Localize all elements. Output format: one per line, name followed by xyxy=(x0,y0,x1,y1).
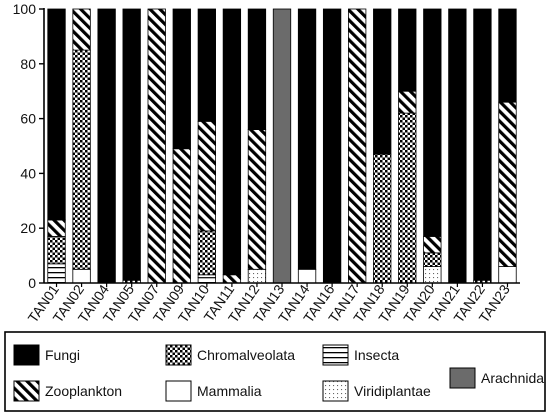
bar-segment-tan12-fungi xyxy=(247,8,267,130)
bar-tan23 xyxy=(498,8,517,284)
bar-segment-tan23-mammalia xyxy=(498,266,517,284)
bar-tan11 xyxy=(222,8,242,284)
bar-segment-tan07-zooplankton xyxy=(147,8,166,284)
bar-tan18 xyxy=(373,8,392,284)
bar-segment-tan01-zooplankton xyxy=(47,219,66,237)
bar-segment-tan01-chromalveolata xyxy=(47,236,66,265)
bar-segment-tan10-fungi xyxy=(197,8,216,122)
bar-segment-tan20-viridiplantae xyxy=(423,266,442,284)
bar-tan22 xyxy=(473,8,492,284)
y-tick-label-60: 60 xyxy=(20,111,36,127)
bar-segment-tan23-zooplankton xyxy=(498,101,517,267)
bar-segment-tan20-chromalveolata xyxy=(423,252,442,267)
bars-group xyxy=(47,8,517,284)
bar-segment-tan17-zooplankton xyxy=(348,8,367,284)
bar-tan01 xyxy=(47,8,66,284)
bar-segment-tan10-mammalia xyxy=(197,274,216,278)
bar-segment-tan19-zooplankton xyxy=(398,90,417,114)
bar-segment-tan10-insecta xyxy=(197,277,216,284)
bar-segment-tan14-mammalia xyxy=(297,268,317,284)
bar-segment-tan23-fungi xyxy=(498,8,517,103)
bar-segment-tan11-fungi xyxy=(222,8,242,276)
legend-label-insecta: Insecta xyxy=(354,347,399,363)
bar-segment-tan10-zooplankton xyxy=(197,120,216,232)
bar-tan02 xyxy=(72,8,91,284)
bar-segment-tan20-fungi xyxy=(423,8,442,237)
bar-segment-tan21-fungi xyxy=(448,8,467,284)
bar-segment-tan11-zooplankton xyxy=(222,274,242,284)
bar-segment-tan04-fungi xyxy=(97,8,116,284)
bar-segment-tan01-insecta xyxy=(47,263,66,284)
legend-swatch-insecta xyxy=(322,344,349,366)
legend-label-mammalia: Mammalia xyxy=(197,383,262,399)
bar-tan13 xyxy=(272,8,292,284)
legend-swatch-zooplankton xyxy=(13,380,40,402)
bar-tan09 xyxy=(172,8,191,284)
bar-tan19 xyxy=(398,8,417,284)
legend-label-chromalveolata: Chromalveolata xyxy=(197,347,295,363)
y-tick-label-0: 0 xyxy=(28,275,36,291)
bar-segment-tan02-chromalveolata xyxy=(72,49,91,270)
bar-tan04 xyxy=(97,8,116,284)
bar-segment-tan20-zooplankton xyxy=(423,236,442,254)
bar-segment-tan12-zooplankton xyxy=(247,129,267,270)
legend-swatch-fungi xyxy=(13,344,40,366)
legend-swatch-chromalveolata xyxy=(165,344,192,366)
bar-segment-tan14-fungi xyxy=(297,8,317,270)
bar-segment-tan19-chromalveolata xyxy=(398,112,417,284)
legend-swatch-viridiplantae xyxy=(322,380,349,402)
y-tick-label-80: 80 xyxy=(20,56,36,72)
bar-tan21 xyxy=(448,8,467,284)
bar-segment-tan22-fungi xyxy=(473,8,492,281)
bar-segment-tan16-fungi xyxy=(322,8,342,284)
bar-segment-tan02-zooplankton xyxy=(72,8,91,51)
legend-swatch-arachnida xyxy=(449,367,476,389)
y-tick-label-20: 20 xyxy=(20,220,36,236)
bar-segment-tan10-chromalveolata xyxy=(197,230,216,276)
bar-segment-tan09-zooplankton xyxy=(172,148,191,284)
bar-tan20 xyxy=(423,8,442,284)
bar-segment-tan19-fungi xyxy=(398,8,417,92)
bar-tan10 xyxy=(197,8,216,284)
legend-label-fungi: Fungi xyxy=(45,347,80,363)
bar-segment-tan18-chromalveolata xyxy=(373,153,392,284)
legend-label-viridiplantae: Viridiplantae xyxy=(354,383,431,399)
bar-segment-tan12-viridiplantae xyxy=(247,268,267,284)
bar-tan05 xyxy=(122,8,141,284)
bar-segment-tan02-mammalia xyxy=(72,268,91,284)
bar-tan17 xyxy=(348,8,367,284)
bar-segment-tan09-fungi xyxy=(172,8,191,150)
bar-tan07 xyxy=(147,8,166,284)
bar-tan16 xyxy=(322,8,342,284)
y-tick-label-100: 100 xyxy=(13,1,37,17)
bar-segment-tan13-arachnida xyxy=(272,8,292,284)
bar-segment-tan01-fungi xyxy=(47,8,66,221)
bar-segment-tan18-fungi xyxy=(373,8,392,155)
legend-label-zooplankton: Zooplankton xyxy=(45,383,122,399)
legend-label-arachnida: Arachnida xyxy=(481,370,544,386)
bar-segment-tan05-fungi xyxy=(122,8,141,281)
legend-swatch-mammalia xyxy=(165,380,192,402)
bar-tan12 xyxy=(247,8,267,284)
y-tick-label-40: 40 xyxy=(20,165,36,181)
legend: Fungi Chromalveolata Insecta Arachnida Zoopl… xyxy=(4,331,546,412)
bar-tan14 xyxy=(297,8,317,284)
